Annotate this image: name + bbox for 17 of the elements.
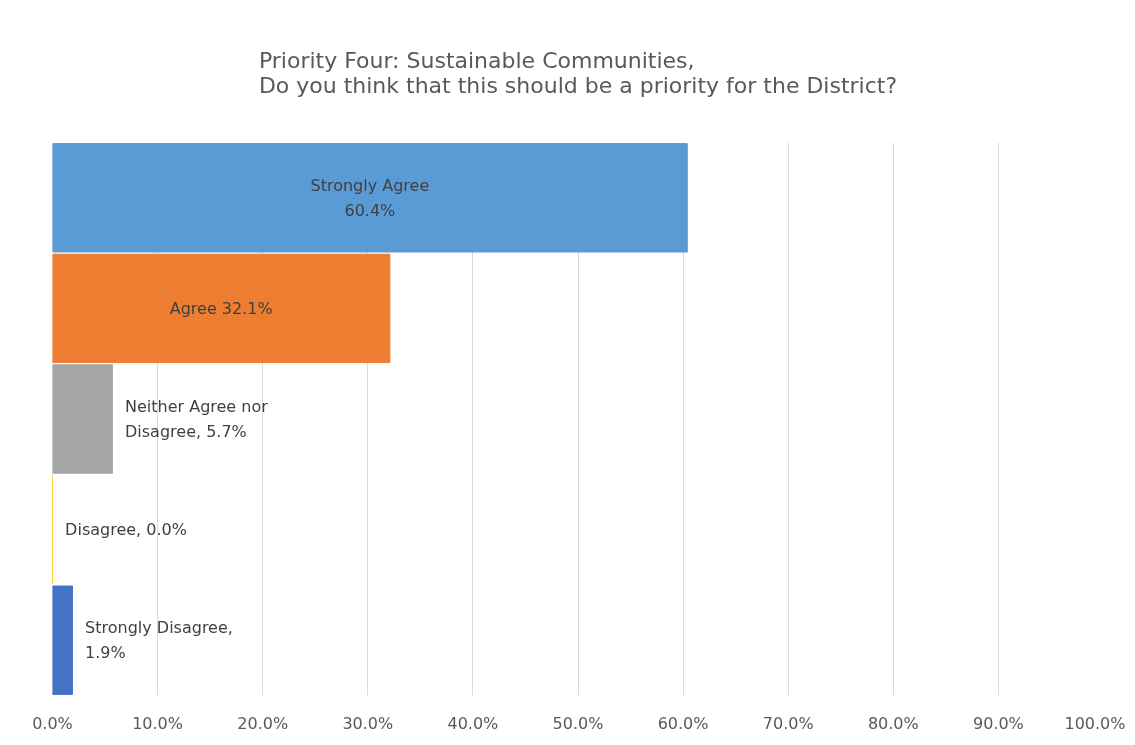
data-label: Disagree, 0.0% xyxy=(65,520,187,540)
x-tick-label: 0.0% xyxy=(32,713,73,733)
data-label: Strongly Disagree, 1.9% xyxy=(85,618,233,663)
x-tick-label: 70.0% xyxy=(762,713,814,733)
x-tick-label: 90.0% xyxy=(972,713,1024,733)
x-tick-label: 10.0% xyxy=(132,713,184,733)
data-label: Strongly Agree 60.4% xyxy=(310,175,430,220)
x-tick-label: 100.0% xyxy=(1064,713,1126,733)
x-tick-label: 40.0% xyxy=(447,713,499,733)
data-label: Neither Agree nor Disagree, 5.7% xyxy=(125,397,269,441)
x-tick-label: 20.0% xyxy=(237,713,289,733)
data-label: Agree 32.1% xyxy=(169,298,273,318)
x-tick-label: 80.0% xyxy=(867,713,919,733)
x-tick-label: 50.0% xyxy=(552,713,604,733)
x-tick-label: 60.0% xyxy=(657,713,709,733)
x-tick-label: 30.0% xyxy=(342,713,394,733)
chart-title: Priority Four: Sustainable Communities, Do you think that this should be a priority for the District? xyxy=(258,47,898,98)
